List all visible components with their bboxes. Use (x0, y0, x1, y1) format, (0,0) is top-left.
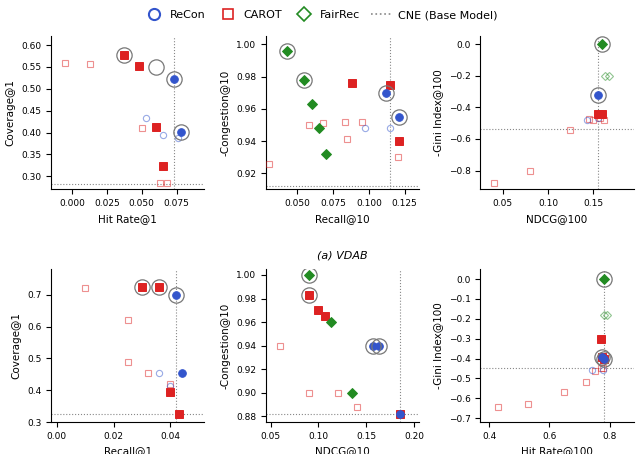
X-axis label: NDCG@100: NDCG@100 (526, 214, 588, 224)
Y-axis label: -Gini Index@100: -Gini Index@100 (433, 69, 443, 156)
X-axis label: NDCG@10: NDCG@10 (315, 446, 370, 454)
Y-axis label: -Congestion@10: -Congestion@10 (220, 70, 230, 156)
Y-axis label: -Gini Index@100: -Gini Index@100 (433, 302, 443, 389)
X-axis label: Hit Rate@1: Hit Rate@1 (99, 214, 157, 224)
X-axis label: Recall@10: Recall@10 (315, 214, 370, 224)
Text: (a) VDAB: (a) VDAB (317, 251, 368, 261)
X-axis label: Recall@1: Recall@1 (104, 446, 152, 454)
Legend: ReCon, CAROT, FairRec, CNE (Base Model): ReCon, CAROT, FairRec, CNE (Base Model) (138, 5, 502, 25)
Y-axis label: Coverage@1: Coverage@1 (12, 312, 22, 379)
Y-axis label: Coverage@1: Coverage@1 (6, 79, 16, 146)
Y-axis label: -Congestion@10: -Congestion@10 (220, 302, 230, 389)
X-axis label: Hit Rate@100: Hit Rate@100 (521, 446, 593, 454)
